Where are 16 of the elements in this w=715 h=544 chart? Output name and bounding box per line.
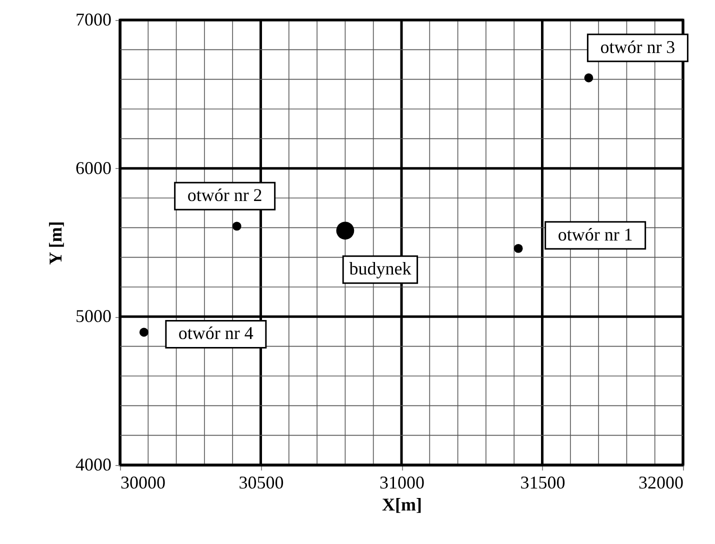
annotation: otwór nr 1 [558, 224, 633, 244]
annotation: otwór nr 2 [187, 185, 262, 206]
annotation: otwór nr 3 [600, 36, 676, 57]
x-tick-label: 31500 [520, 472, 566, 492]
x-tick-label: 31000 [380, 472, 424, 492]
y-tick-label: 7000 [76, 10, 112, 30]
x-tick-label: 30500 [238, 472, 284, 492]
annotation: budynek [349, 258, 412, 279]
x-tick-label: 32000 [638, 472, 684, 492]
y-tick-label: 5000 [76, 306, 112, 326]
y-tick-label: 4000 [76, 454, 112, 474]
y-axis-title: Y [m] [46, 221, 66, 265]
annotation: otwór nr 4 [178, 323, 254, 344]
x-tick-label: 30000 [120, 472, 166, 492]
y-tick-label: 6000 [76, 158, 112, 178]
x-axis-title: X[m] [382, 494, 422, 514]
